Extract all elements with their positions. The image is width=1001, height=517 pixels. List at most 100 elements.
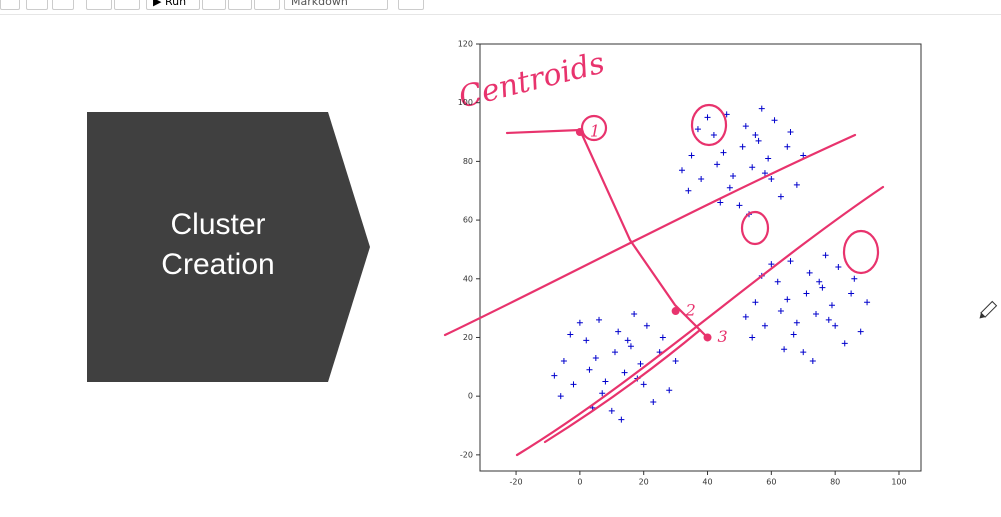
centroid-label: 1: [590, 122, 600, 141]
centroid-connector: [505, 128, 709, 339]
point: [621, 369, 628, 376]
centroid: [703, 333, 712, 342]
point: [749, 334, 756, 341]
point: [688, 152, 695, 159]
cell-type-select[interactable]: Markdown: [284, 0, 388, 10]
point: [615, 328, 622, 335]
point: [602, 378, 609, 385]
point: [806, 269, 813, 276]
slide-label: Cluster: [170, 208, 265, 241]
pencil-cursor: [979, 300, 998, 319]
point: [685, 187, 692, 194]
point: [777, 308, 784, 315]
copy-button[interactable]: [26, 0, 48, 10]
centroid: [671, 307, 680, 316]
move-up-button[interactable]: [86, 0, 112, 10]
point: [809, 357, 816, 364]
point: [608, 407, 615, 414]
run-all-button[interactable]: [254, 0, 280, 10]
point: [813, 310, 820, 317]
point: [742, 313, 749, 320]
point: [793, 181, 800, 188]
point: [643, 322, 650, 329]
point: [768, 175, 775, 182]
point: [710, 131, 717, 138]
y-tick-label: 80: [463, 157, 473, 166]
keyboard-button[interactable]: [398, 0, 424, 10]
point: [583, 337, 590, 344]
point: [650, 399, 657, 406]
point: [774, 278, 781, 285]
centroid-label: 2: [685, 301, 696, 320]
point: [714, 161, 721, 168]
point: [717, 199, 724, 206]
paste-button[interactable]: [52, 0, 74, 10]
point: [819, 284, 826, 291]
y-tick-label: 40: [463, 274, 473, 283]
point: [800, 349, 807, 356]
y-tick-label: 0: [468, 392, 473, 401]
cluster-circle: [842, 229, 880, 275]
handwritten-strokes: [443, 103, 885, 457]
point: [765, 155, 772, 162]
point: [739, 143, 746, 150]
cluster-circle: [740, 210, 770, 246]
cut-button[interactable]: [0, 0, 20, 10]
centroid-circle: [580, 114, 608, 142]
point: [784, 143, 791, 150]
point: [599, 390, 606, 397]
point: [752, 299, 759, 306]
point: [832, 322, 839, 329]
x-tick-label: 100: [891, 478, 906, 487]
point: [618, 416, 625, 423]
point: [576, 319, 583, 326]
point: [742, 123, 749, 130]
x-tick-label: 60: [766, 478, 776, 487]
point: [777, 193, 784, 200]
point: [570, 381, 577, 388]
y-tick-label: 120: [458, 40, 473, 49]
boundary-stroke: [515, 185, 885, 457]
x-tick-label: 0: [577, 478, 582, 487]
point: [790, 331, 797, 338]
point: [816, 278, 823, 285]
point: [557, 393, 564, 400]
point: [694, 126, 701, 133]
point: [592, 355, 599, 362]
point: [666, 387, 673, 394]
point: [726, 184, 733, 191]
point: [761, 322, 768, 329]
x-tick-label: 80: [830, 478, 840, 487]
stop-button[interactable]: [202, 0, 226, 10]
plot-frame: [479, 43, 922, 472]
point: [611, 349, 618, 356]
point: [755, 137, 762, 144]
point: [640, 381, 647, 388]
point: [704, 114, 711, 121]
point: [567, 331, 574, 338]
point: [736, 202, 743, 209]
restart-button[interactable]: [228, 0, 252, 10]
y-tick-label: -20: [460, 450, 473, 459]
point: [749, 164, 756, 171]
run-button[interactable]: ▶ Run: [146, 0, 200, 10]
point: [730, 173, 737, 180]
point: [761, 170, 768, 177]
point: [637, 360, 644, 367]
point: [768, 261, 775, 268]
point: [848, 290, 855, 297]
point: [851, 275, 858, 282]
cell-type: Markdown: [291, 0, 348, 8]
point: [672, 357, 679, 364]
point: [800, 152, 807, 159]
point: [586, 366, 593, 373]
point: [631, 310, 638, 317]
toolbar-border: [0, 14, 1001, 15]
point: [659, 334, 666, 341]
point: [803, 290, 810, 297]
move-down-button[interactable]: [114, 0, 140, 10]
point: [627, 343, 634, 350]
x-tick-label: -20: [510, 478, 523, 487]
